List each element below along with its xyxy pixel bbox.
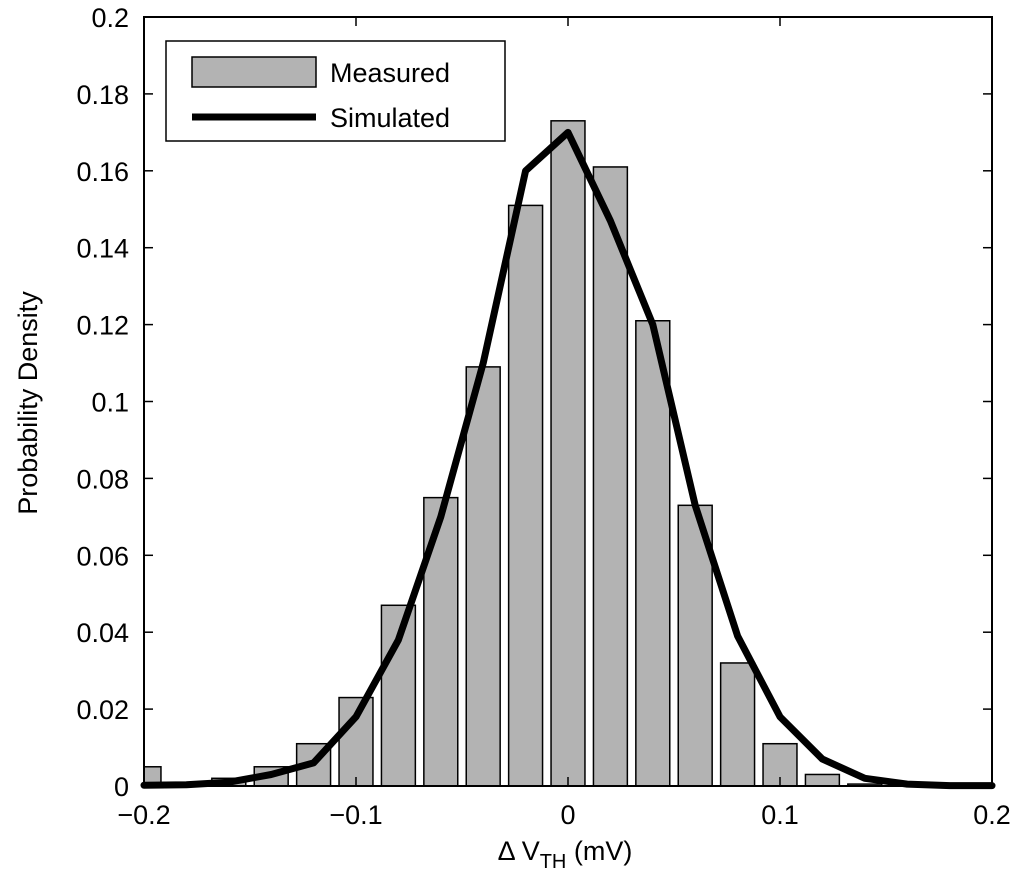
bar-10 (550, 120, 586, 787)
y-tick-label: 0.2 (91, 3, 129, 33)
bar-12 (635, 320, 671, 787)
y-tick-label: 0.12 (76, 311, 129, 341)
legend-label-simulated: Simulated (330, 103, 450, 133)
y-tick-label: 0.06 (76, 541, 129, 571)
bar-11 (592, 166, 629, 787)
bar-8 (465, 366, 501, 787)
bar-16 (804, 773, 841, 787)
y-tick-label: 0.04 (76, 618, 129, 648)
x-tick-label: −0.2 (117, 800, 170, 830)
y-tick-label: 0.14 (76, 234, 129, 264)
legend-label-measured: Measured (330, 58, 450, 88)
x-axis-label: Δ VTH (mV) (498, 836, 633, 873)
y-axis-label: Probability Density (13, 291, 43, 515)
x-tick-label: 0 (560, 800, 575, 830)
simulated-line-layer (140, 128, 996, 790)
y-tick-label: 0.18 (76, 80, 129, 110)
x-tick-label: 0.1 (761, 800, 799, 830)
y-tick-label: 0.08 (76, 464, 129, 494)
bar-14 (719, 662, 756, 787)
y-tick-label: 0.1 (91, 388, 129, 418)
y-tick-label: 0.16 (76, 157, 129, 187)
legend: Measured Simulated (165, 40, 506, 142)
x-tick-label: −0.1 (329, 800, 382, 830)
x-axis-label-subscript: TH (540, 851, 567, 873)
bar-9 (507, 204, 544, 787)
x-tick-label: 0.2 (973, 800, 1011, 830)
y-tick-label: 0 (114, 772, 129, 802)
y-tick-label: 0.02 (76, 695, 129, 725)
x-axis-label-prefix: Δ V (498, 836, 540, 866)
axis-ticks: −0.2 −0.1 0 0.1 0.2 0 0.02 0.04 0.06 0.08 0.1 0.12 0… (76, 3, 1010, 830)
x-axis-label-suffix: (mV) (566, 836, 632, 866)
measured-bars (143, 120, 883, 787)
legend-swatch-measured (191, 56, 317, 88)
simulated-line (140, 128, 996, 790)
